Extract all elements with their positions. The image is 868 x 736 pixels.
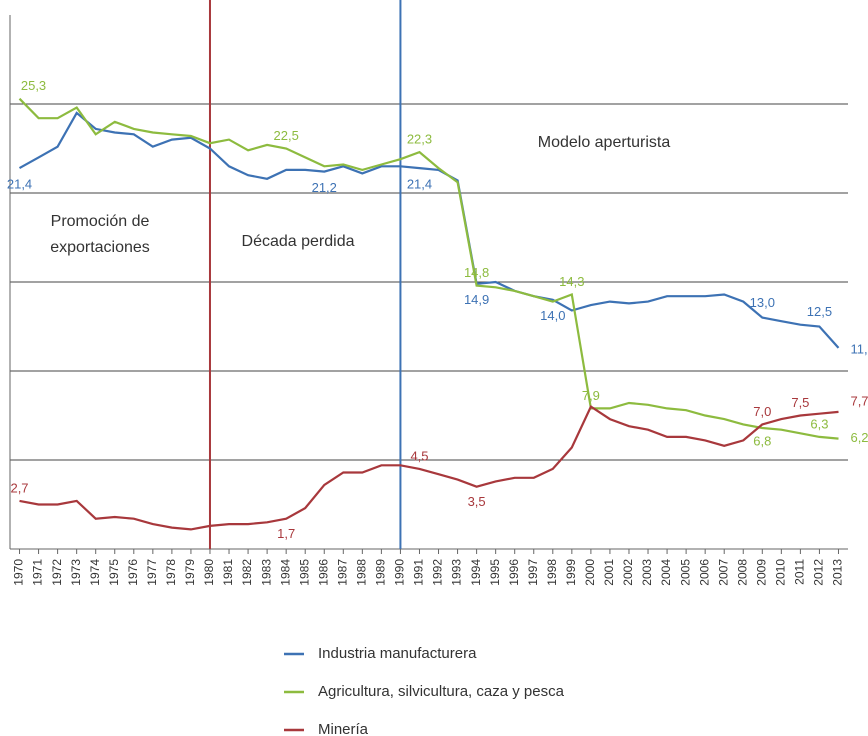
data-label: 21,4 — [7, 177, 32, 192]
x-tick-label: 2006 — [697, 559, 711, 586]
x-tick-label: 2004 — [659, 559, 673, 586]
x-tick-label: 1973 — [69, 559, 83, 586]
x-tick-label: 1984 — [278, 559, 292, 586]
data-label: 6,2 — [850, 430, 868, 445]
data-label: 11,3 — [850, 341, 868, 356]
data-label: 14,8 — [464, 265, 489, 280]
series-line — [19, 404, 839, 531]
x-tick-label: 1988 — [355, 559, 369, 586]
x-tick-label: 1981 — [221, 559, 235, 586]
x-tick-label: 1997 — [526, 559, 540, 586]
data-label: 14,0 — [540, 308, 565, 323]
x-tick-label: 1971 — [31, 559, 45, 586]
data-label: 7,5 — [791, 395, 809, 410]
x-tick-label: 1983 — [259, 559, 273, 586]
annotation: Promoción de — [51, 213, 150, 230]
x-tick-label: 1976 — [126, 559, 140, 586]
x-tick-label: 2009 — [754, 559, 768, 586]
data-label: 21,2 — [312, 180, 337, 195]
x-tick-label: 1993 — [450, 559, 464, 586]
series-line — [18, 97, 839, 440]
x-tick-label: 1975 — [107, 559, 121, 586]
x-tick-label: 1990 — [393, 559, 407, 586]
data-label: 25,3 — [21, 78, 46, 93]
x-tick-label: 2010 — [774, 559, 788, 586]
x-tick-label: 2002 — [621, 559, 635, 586]
x-tick-label: 2012 — [812, 559, 826, 586]
x-tick-label: 1995 — [488, 559, 502, 586]
data-label: 21,4 — [407, 177, 432, 192]
data-label: 6,8 — [753, 433, 771, 448]
data-label: 7,9 — [582, 388, 600, 403]
data-label: 1,7 — [277, 526, 295, 541]
x-tick-label: 1982 — [240, 559, 254, 586]
x-tick-label: 2005 — [678, 559, 692, 586]
data-label: 4,5 — [410, 448, 428, 463]
legend-label: Industria manufacturera — [318, 645, 477, 662]
data-label: 7,0 — [753, 404, 771, 419]
x-tick-label: 1977 — [145, 559, 159, 586]
x-tick-label: 2008 — [735, 559, 749, 586]
data-label: 12,5 — [807, 304, 832, 319]
legend-label: Agricultura, silvicultura, caza y pesca — [318, 683, 565, 700]
x-tick-label: 2003 — [640, 559, 654, 586]
x-tick-label: 1986 — [316, 559, 330, 586]
x-tick-label: 1980 — [202, 559, 216, 586]
annotation: Década perdida — [242, 233, 355, 250]
x-tick-label: 1994 — [469, 559, 483, 586]
data-label: 22,3 — [407, 131, 432, 146]
x-tick-label: 1970 — [12, 559, 26, 586]
data-label: 13,0 — [750, 295, 775, 310]
data-label: 6,3 — [810, 416, 828, 431]
x-tick-label: 1985 — [297, 559, 311, 586]
x-tick-label: 1998 — [545, 559, 559, 586]
x-tick-label: 2007 — [716, 559, 730, 586]
data-label: 7,7 — [850, 393, 868, 408]
series-line — [18, 111, 840, 349]
x-tick-label: 1972 — [50, 559, 64, 586]
x-tick-label: 1992 — [431, 559, 445, 586]
data-label: 22,5 — [274, 128, 299, 143]
x-tick-label: 1989 — [374, 559, 388, 586]
x-tick-label: 1987 — [335, 559, 349, 586]
x-tick-label: 2001 — [602, 559, 616, 586]
data-label: 14,3 — [559, 274, 584, 289]
x-tick-label: 2000 — [583, 559, 597, 586]
annotation: exportaciones — [50, 239, 150, 256]
x-tick-label: 2013 — [831, 559, 845, 586]
x-tick-label: 1991 — [412, 559, 426, 586]
data-label: 3,5 — [468, 494, 486, 509]
x-tick-label: 1974 — [88, 559, 102, 586]
x-tick-label: 1978 — [164, 559, 178, 586]
x-tick-label: 1996 — [507, 559, 521, 586]
legend-label: Minería — [318, 721, 369, 736]
annotation: Modelo aperturista — [538, 134, 671, 151]
data-label: 2,7 — [10, 480, 28, 495]
x-tick-label: 1979 — [183, 559, 197, 586]
x-tick-label: 2011 — [793, 559, 807, 585]
data-label: 14,9 — [464, 292, 489, 307]
x-tick-label: 1999 — [564, 559, 578, 586]
